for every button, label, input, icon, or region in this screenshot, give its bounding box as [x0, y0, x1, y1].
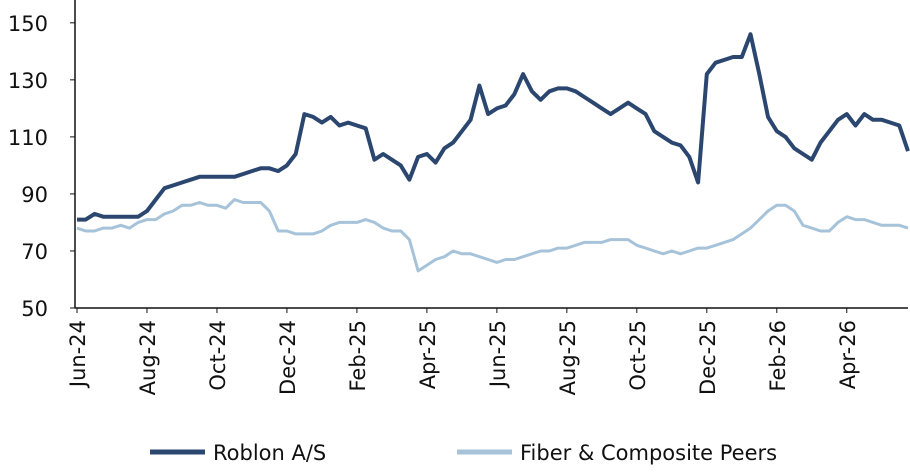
legend-label: Roblon A/S [213, 441, 326, 465]
x-tick-label: Feb-26 [766, 320, 790, 391]
y-tick-label: 130 [8, 69, 48, 93]
y-tick-label: 150 [8, 12, 48, 36]
x-tick-label: Oct-24 [206, 320, 230, 391]
x-tick-label: Feb-25 [346, 320, 370, 391]
x-tick-label: Aug-25 [556, 320, 580, 395]
y-tick-label: 50 [21, 297, 48, 321]
y-tick-label: 70 [21, 240, 48, 264]
x-tick-label: Apr-26 [836, 320, 860, 389]
legend-label: Fiber & Composite Peers [520, 441, 777, 465]
x-tick-label: Jun-25 [486, 320, 510, 389]
x-tick-label: Dec-25 [696, 320, 720, 395]
series-line [77, 32, 910, 222]
y-tick-label: 90 [21, 183, 48, 207]
x-tick-label: Dec-24 [276, 320, 300, 395]
x-tick-label: Aug-24 [136, 320, 160, 395]
series-line [76, 198, 909, 273]
x-tick-label: Jun-24 [66, 320, 90, 389]
y-tick-label: 110 [8, 126, 48, 150]
x-tick-label: Oct-25 [626, 320, 650, 391]
x-tick-label: Apr-25 [416, 320, 440, 389]
